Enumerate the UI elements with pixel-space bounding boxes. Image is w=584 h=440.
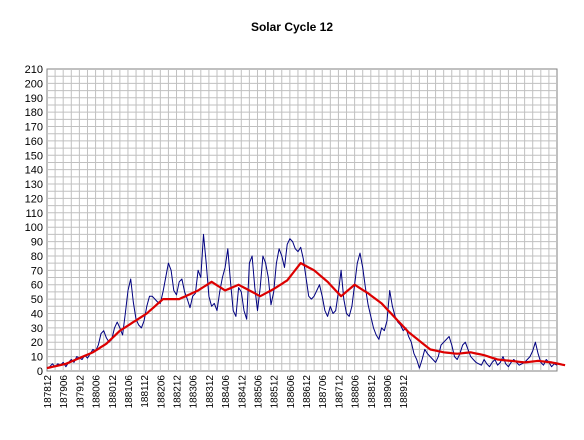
smoothed-series-line — [46, 262, 566, 370]
y-tick-label: 90 — [31, 237, 43, 249]
y-tick-label: 70 — [31, 265, 43, 277]
y-tick-label: 60 — [31, 280, 43, 292]
y-tick-label: 160 — [25, 136, 43, 148]
y-tick-label: 50 — [31, 294, 43, 306]
y-tick-label: 0 — [37, 366, 43, 378]
x-tick-label: 188306 — [189, 375, 200, 409]
y-tick-label: 30 — [31, 323, 43, 335]
x-tick-label: 188206 — [156, 375, 167, 409]
x-tick-label: 188612 — [302, 375, 313, 409]
y-tick-label: 10 — [31, 352, 43, 364]
y-tick-label: 40 — [31, 308, 43, 320]
x-tick-label: 188512 — [270, 375, 281, 409]
x-tick-label: 188406 — [221, 375, 232, 409]
y-tick-label: 130 — [25, 179, 43, 191]
x-tick-label: 188112 — [140, 375, 151, 408]
y-tick-label: 110 — [25, 208, 43, 220]
x-tick-label: 188606 — [286, 375, 297, 409]
series-lines — [46, 233, 566, 370]
x-tick-label: 188806 — [351, 375, 362, 409]
x-tick-label: 188106 — [124, 375, 135, 409]
x-tick-label: 188506 — [253, 375, 264, 409]
y-tick-label: 190 — [25, 93, 43, 105]
x-tick-label: 188812 — [367, 375, 378, 409]
chart-title: Solar Cycle 12 — [250, 20, 334, 34]
y-tick-label: 200 — [25, 78, 43, 90]
x-axis-ticks: 187812 187906 187912 188006 188012 188106 1881… — [43, 375, 410, 409]
y-tick-label: 140 — [25, 165, 43, 177]
y-tick-label: 170 — [25, 122, 43, 134]
y-tick-label: 150 — [25, 150, 43, 162]
y-tick-label: 120 — [25, 193, 43, 205]
x-tick-label: 188412 — [237, 375, 248, 409]
y-axis-ticks: 0 10 20 30 40 50 60 70 80 90 100 110 120 130 140 150 160… — [25, 64, 43, 378]
x-tick-label: 188012 — [108, 375, 119, 409]
x-tick-label: 188312 — [205, 375, 216, 409]
x-tick-label: 188006 — [92, 375, 103, 409]
y-tick-label: 100 — [25, 222, 43, 234]
x-tick-label: 188906 — [383, 375, 394, 409]
y-tick-label: 180 — [25, 107, 43, 119]
x-tick-label: 188712 — [334, 375, 345, 409]
x-tick-label: 187912 — [75, 375, 86, 409]
monthly-series-line — [46, 233, 558, 369]
y-tick-label: 80 — [31, 251, 43, 263]
x-tick-label: 188912 — [399, 375, 410, 409]
x-tick-label: 187812 — [43, 375, 54, 409]
y-tick-label: 210 — [25, 64, 43, 76]
x-tick-label: 188212 — [173, 375, 184, 409]
grid-lines — [47, 69, 557, 371]
x-tick-label: 187906 — [59, 375, 70, 409]
y-tick-label: 20 — [31, 337, 43, 349]
x-tick-label: 188706 — [318, 375, 329, 409]
